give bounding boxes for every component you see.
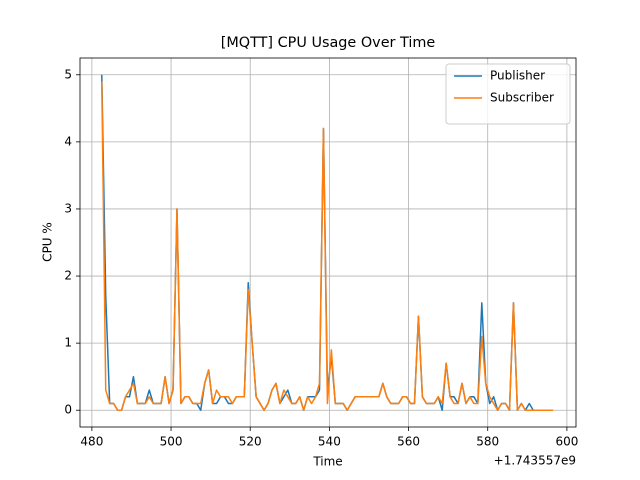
legend-label: Subscriber bbox=[490, 91, 554, 105]
chart-title: [MQTT] CPU Usage Over Time bbox=[221, 35, 436, 51]
y-tick-label: 4 bbox=[64, 134, 72, 148]
x-tick-label: 600 bbox=[555, 435, 578, 449]
y-tick-label: 0 bbox=[64, 403, 72, 417]
x-offset-label: +1.743557e9 bbox=[494, 454, 576, 468]
x-axis-label: Time bbox=[312, 455, 342, 469]
axes-frame bbox=[79, 57, 577, 428]
x-tick-label: 520 bbox=[239, 435, 262, 449]
y-tick-label: 1 bbox=[64, 336, 72, 350]
x-tick-label: 580 bbox=[476, 435, 499, 449]
legend-box bbox=[445, 63, 571, 125]
legend-label: Publisher bbox=[490, 69, 545, 83]
y-axis-label: CPU % bbox=[41, 222, 55, 262]
x-tick-label: 560 bbox=[397, 435, 420, 449]
x-tick-label: 540 bbox=[318, 435, 341, 449]
x-tick-label: 480 bbox=[80, 435, 103, 449]
y-tick-label: 3 bbox=[64, 201, 72, 215]
y-tick-label: 2 bbox=[64, 269, 72, 283]
y-tick-label: 5 bbox=[64, 67, 72, 81]
x-tick-label: 500 bbox=[160, 435, 183, 449]
data-line bbox=[101, 81, 554, 411]
